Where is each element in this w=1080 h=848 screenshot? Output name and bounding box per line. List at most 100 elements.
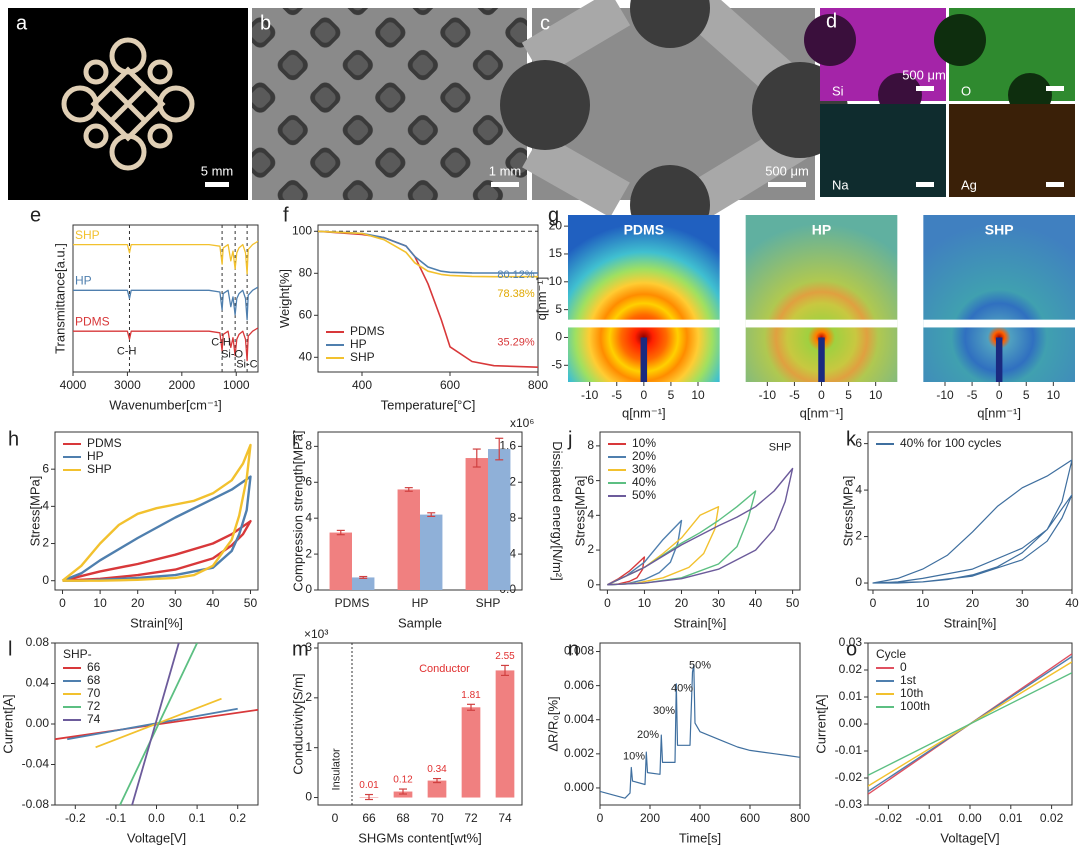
beam-stop bbox=[818, 337, 825, 382]
panel-label: k bbox=[846, 428, 857, 450]
legend-label: 10% bbox=[632, 436, 656, 450]
annotation: Si-C bbox=[236, 359, 257, 371]
x-axis-label: Strain[%] bbox=[944, 615, 997, 630]
bar bbox=[465, 458, 488, 590]
y-tick-label: 6 bbox=[855, 436, 862, 450]
legend-label: SHP bbox=[350, 350, 375, 364]
line-series bbox=[600, 664, 800, 799]
line-series bbox=[868, 672, 1072, 776]
annotation: 30% bbox=[653, 705, 675, 717]
x-axis-label: Wavenumber[cm⁻¹] bbox=[109, 397, 222, 412]
element-label: Si bbox=[832, 83, 844, 98]
legend-label: 40% bbox=[632, 475, 656, 489]
x-tick-label: -10 bbox=[581, 388, 599, 402]
y-tick-label: -0.04 bbox=[22, 757, 50, 771]
y-tick-label: 0.004 bbox=[564, 712, 594, 726]
x-tick-label: 0.0 bbox=[148, 811, 165, 825]
line-series bbox=[73, 327, 258, 362]
y-tick-label: -0.01 bbox=[835, 743, 863, 757]
bar bbox=[352, 577, 375, 590]
x-tick-label: 200 bbox=[640, 811, 660, 825]
error-bar bbox=[427, 512, 436, 517]
image-gap bbox=[568, 319, 720, 328]
line-series bbox=[318, 230, 538, 274]
y-tick-label: 0.08 bbox=[26, 635, 50, 649]
y-axis-label: q[nm⁻¹] bbox=[534, 277, 549, 321]
x-tick-label: -10 bbox=[936, 388, 954, 402]
x-tick-label: 0.01 bbox=[999, 811, 1023, 825]
y-tick-label: 100 bbox=[292, 223, 312, 237]
y-axis-label: ΔR/R₀[%] bbox=[545, 696, 560, 751]
y-tick-label: 0 bbox=[305, 582, 312, 596]
x-tick-label: 0 bbox=[640, 388, 647, 402]
x-tick-label: 10 bbox=[691, 388, 705, 402]
x-tick-label: PDMS bbox=[335, 596, 370, 610]
y-tick-label: 0 bbox=[42, 573, 49, 587]
y-tick-label: -0.03 bbox=[835, 797, 863, 811]
x-tick-label: 30 bbox=[1016, 596, 1030, 610]
legend-title: SHP- bbox=[63, 647, 92, 661]
x-axis-label: Strain[%] bbox=[130, 615, 183, 630]
knot bbox=[61, 37, 195, 171]
scale-bar bbox=[491, 182, 519, 187]
plot-frame bbox=[317, 642, 523, 806]
x-tick-label: 5 bbox=[668, 388, 675, 402]
x-tick-label: 400 bbox=[352, 378, 372, 392]
error-bar bbox=[359, 575, 368, 579]
y-axis-label: Stress[MPa] bbox=[841, 476, 856, 547]
plot-frame bbox=[54, 431, 259, 591]
element-label: Ag bbox=[961, 177, 977, 192]
x-tick-label: 0.00 bbox=[958, 811, 982, 825]
y-tick-label: 0.02 bbox=[839, 662, 863, 676]
y-axis-label: Compression strength[MPa] bbox=[291, 430, 306, 591]
x-tick-label: -0.02 bbox=[875, 811, 903, 825]
panel-label: a bbox=[16, 12, 28, 34]
plot-frame bbox=[867, 431, 1073, 591]
legend-title: Cycle bbox=[876, 647, 906, 661]
bar bbox=[488, 449, 511, 590]
bar bbox=[329, 532, 352, 590]
y-tick-label: 40 bbox=[299, 349, 313, 363]
image-title: HP bbox=[812, 222, 831, 238]
x-tick-label: -0.01 bbox=[916, 811, 944, 825]
line-series bbox=[607, 506, 720, 586]
line-series bbox=[61, 443, 252, 582]
line-series bbox=[318, 230, 538, 278]
scale-label: 500 μm bbox=[765, 163, 809, 178]
line-series bbox=[67, 707, 238, 741]
x-tick-label: SHP bbox=[476, 596, 501, 610]
error-bar bbox=[467, 703, 475, 711]
x-tick-label: -5 bbox=[611, 388, 622, 402]
y-axis-label: Current[A] bbox=[0, 694, 15, 753]
legend-label: 10th bbox=[900, 686, 923, 700]
eds-tile bbox=[820, 104, 946, 197]
y2-multiplier: x10⁶ bbox=[510, 416, 534, 430]
x-axis-label: SHGMs content[wt%] bbox=[358, 830, 482, 845]
x-tick-label: 0 bbox=[818, 388, 825, 402]
panel-label: e bbox=[30, 204, 41, 226]
sem-image bbox=[252, 8, 527, 200]
error-bar bbox=[336, 529, 345, 536]
y-tick-label: 2 bbox=[855, 529, 862, 543]
panel-label: f bbox=[283, 204, 289, 226]
annotation: 35.29% bbox=[497, 337, 535, 349]
line-series bbox=[872, 459, 1072, 584]
y-tick-label: 1.6 bbox=[499, 439, 516, 453]
y-tick-label: 2 bbox=[587, 542, 594, 556]
x-tick-label: 10 bbox=[869, 388, 883, 402]
element-label: O bbox=[961, 83, 971, 98]
scale-bar bbox=[1046, 86, 1064, 91]
y-tick-label: 2 bbox=[305, 546, 312, 560]
x-tick-label: 20 bbox=[966, 596, 980, 610]
y-tick-label: -5 bbox=[551, 357, 562, 371]
annotation: 20% bbox=[637, 729, 659, 741]
legend-label: 1st bbox=[900, 673, 917, 687]
x-tick-label: 0 bbox=[332, 811, 339, 825]
x-tick-label: -0.2 bbox=[65, 811, 86, 825]
scale-bar bbox=[916, 86, 934, 91]
y-tick-label: 80 bbox=[299, 265, 313, 279]
x-tick-label: 72 bbox=[464, 811, 478, 825]
x-tick-label: 0 bbox=[870, 596, 877, 610]
panel-label: i bbox=[292, 428, 296, 450]
